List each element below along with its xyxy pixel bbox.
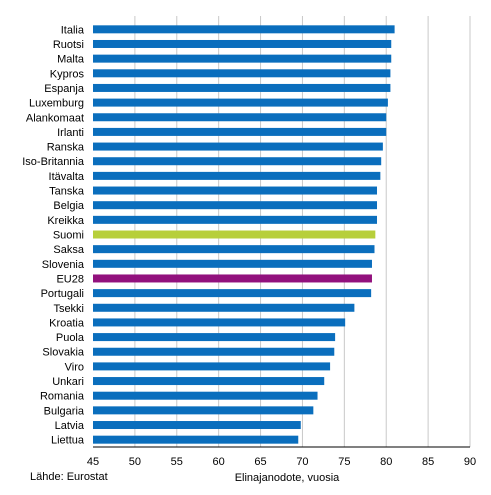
category-label: Luxemburg [29, 98, 84, 110]
bar-alankomaat [93, 113, 387, 122]
category-label: Tanska [49, 186, 85, 198]
category-label: Slovenia [42, 259, 85, 271]
category-label: Portugali [41, 288, 84, 300]
category-label: Slovakia [42, 347, 84, 359]
category-label: Irlanti [57, 127, 84, 139]
category-labels: Italia Ruotsi Malta Kypros Espanja Luxemburg A… [22, 24, 85, 446]
category-label: Malta [57, 54, 85, 66]
category-label: EU28 [56, 273, 84, 285]
bar-kroatia [93, 318, 346, 327]
x-tick-labels: 45 50 55 60 65 70 75 80 85 90 [87, 456, 476, 468]
category-label: Saksa [53, 244, 84, 256]
x-tick-label: 75 [338, 456, 350, 468]
category-label: Alankomaat [26, 112, 84, 124]
category-label: Belgia [53, 200, 84, 212]
x-tick-label: 45 [87, 456, 99, 468]
category-label: Kreikka [47, 215, 85, 227]
category-label: Iso-Britannia [22, 156, 85, 168]
bar-liettua [93, 435, 299, 444]
category-label: Puola [56, 332, 85, 344]
bar-espanja [93, 83, 391, 92]
category-label: Viro [65, 361, 84, 373]
x-tick-label: 55 [171, 456, 183, 468]
bar-puola [93, 333, 336, 342]
x-tick-label: 90 [464, 456, 476, 468]
bar-slovakia [93, 347, 335, 356]
bar-malta [93, 54, 392, 63]
bar-kypros [93, 69, 391, 78]
bar-suomi [93, 230, 376, 239]
x-tick-label: 70 [296, 456, 308, 468]
bar-tsekki [93, 303, 355, 312]
category-label: Italia [61, 24, 85, 36]
x-tick-label: 85 [422, 456, 434, 468]
category-label: Itävalta [49, 171, 85, 183]
bar-irlanti [93, 127, 387, 136]
bar-ranska [93, 142, 383, 151]
source-note: Lähde: Eurostat [30, 471, 108, 483]
bar-tanska [93, 186, 378, 195]
category-label: Bulgaria [44, 405, 85, 417]
bar-kreikka [93, 215, 378, 224]
category-label: Liettua [51, 435, 85, 447]
bar-itävalta [93, 171, 381, 180]
bar-belgia [93, 201, 378, 210]
category-label: Kypros [50, 68, 85, 80]
bar-saksa [93, 245, 375, 254]
category-label: Tsekki [53, 303, 84, 315]
category-label: Kroatia [49, 317, 85, 329]
bar-slovenia [93, 259, 372, 268]
bar-portugali [93, 289, 372, 298]
bar-iso-britannia [93, 157, 382, 166]
bar-ruotsi [93, 39, 392, 48]
bar-luxemburg [93, 98, 388, 107]
x-tick-label: 60 [213, 456, 225, 468]
bar-italia [93, 25, 395, 34]
bar-eu28 [93, 274, 372, 283]
x-tick-label: 50 [129, 456, 141, 468]
bar-latvia [93, 421, 301, 430]
bar-romania [93, 391, 318, 400]
bar-bulgaria [93, 406, 314, 415]
category-label: Espanja [44, 83, 85, 95]
category-label: Ranska [47, 142, 85, 154]
category-label: Latvia [55, 420, 85, 432]
x-tick-label: 65 [254, 456, 266, 468]
category-label: Unkari [52, 376, 84, 388]
bars-group [93, 25, 395, 444]
category-label: Suomi [53, 230, 84, 242]
category-label: Romania [40, 391, 85, 403]
x-axis-label: Elinajanodote, vuosia [235, 472, 340, 484]
bar-unkari [93, 377, 325, 386]
bar-viro [93, 362, 331, 371]
x-tick-label: 80 [380, 456, 392, 468]
category-label: Ruotsi [53, 39, 84, 51]
